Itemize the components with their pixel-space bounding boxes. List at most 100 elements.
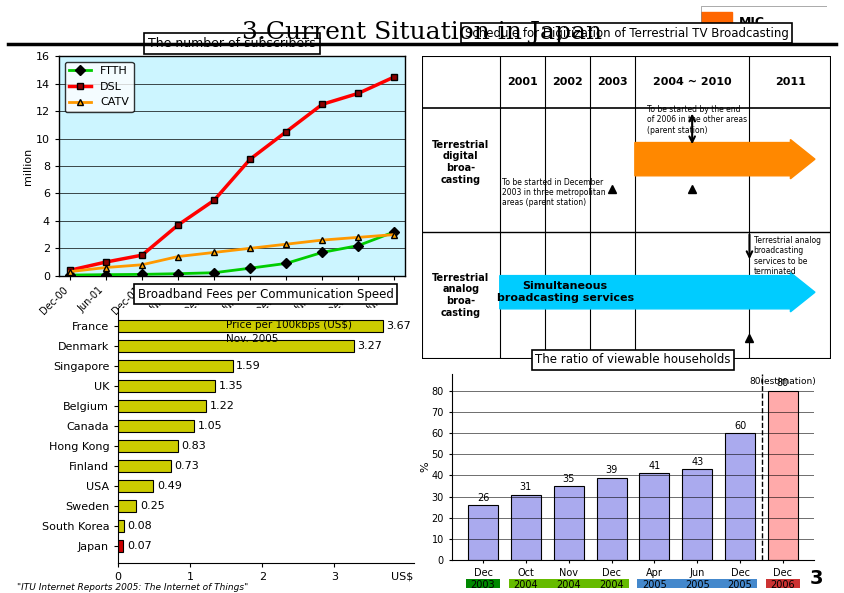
CATV [281,241,291,248]
CATV [245,245,255,252]
Bar [597,477,626,560]
FTTH [317,249,327,256]
Bar [766,579,800,588]
DSL [317,101,327,108]
FancyArrow shape [635,139,815,179]
Bar [118,520,124,532]
FTTH [353,242,363,249]
Text: Nov. 2005: Nov. 2005 [226,334,279,344]
Bar [466,579,500,588]
Text: 2003: 2003 [597,77,628,87]
FTTH [101,271,111,278]
Bar [118,320,382,332]
FTTH [137,271,147,278]
Bar [637,579,757,588]
Text: 0.49: 0.49 [157,481,182,491]
Line: CATV: CATV [67,231,398,275]
DSL [137,251,147,259]
Text: 31: 31 [520,483,532,492]
Legend: FTTH, DSL, CATV: FTTH, DSL, CATV [65,62,133,112]
Text: 3.67: 3.67 [387,321,411,331]
Bar [682,469,712,560]
Text: "ITU Internet Reports 2005: The Internet of Things": "ITU Internet Reports 2005: The Internet… [17,583,248,592]
Text: 0.07: 0.07 [127,541,152,551]
DSL [101,259,111,266]
Text: 0.83: 0.83 [181,441,206,451]
Text: 3: 3 [809,569,823,588]
Text: To be started in December
2003 in three metropolitan
areas (parent station): To be started in December 2003 in three … [502,177,605,208]
Text: US$: US$ [392,572,414,582]
FTTH [65,272,75,279]
Bar [554,486,584,560]
Text: 80: 80 [776,378,789,388]
Bar [118,460,170,472]
Text: 26: 26 [477,493,490,503]
CATV [101,264,111,271]
Text: 2001: 2001 [507,77,538,87]
Bar [768,391,798,560]
FancyArrow shape [500,273,815,312]
Bar [468,505,498,560]
Y-axis label: %: % [420,462,430,472]
Bar [725,433,755,560]
Text: Broadband Fees per Communication Speed: Broadband Fees per Communication Speed [138,288,394,301]
FTTH [209,269,219,276]
Text: Terrestrial
analog
broa-
casting: Terrestrial analog broa- casting [432,273,490,318]
Text: 1.22: 1.22 [209,401,235,411]
Text: 1.05: 1.05 [197,421,222,431]
CATV [209,249,219,256]
Text: 2011: 2011 [775,77,806,87]
Text: 0.73: 0.73 [175,461,199,471]
Bar [701,12,733,32]
Text: The ratio of viewable households: The ratio of viewable households [535,353,731,366]
FTTH [245,264,255,272]
Bar [640,473,669,560]
Text: 41: 41 [648,461,661,471]
Text: 0.08: 0.08 [127,521,152,531]
Text: 0.25: 0.25 [140,501,165,511]
Bar [118,540,123,551]
Text: Terrestrial
digital
broa-
casting: Terrestrial digital broa- casting [432,140,490,184]
Line: DSL: DSL [67,74,398,274]
CATV [137,261,147,268]
Bar [118,440,178,452]
DSL [173,221,183,228]
Bar [118,340,354,352]
Text: The number of subscribers: The number of subscribers [149,37,316,50]
Bar [118,380,215,392]
Text: MIC: MIC [738,16,765,28]
FTTH [389,228,399,235]
FTTH [173,270,183,278]
Text: 1.59: 1.59 [236,361,261,371]
DSL [209,197,219,204]
Text: 39: 39 [605,466,618,476]
Bar [118,500,136,512]
CATV [65,268,75,275]
Line: FTTH: FTTH [67,228,398,279]
Bar [118,420,194,432]
Text: Price per 100kbps (US$): Price per 100kbps (US$) [226,320,352,330]
Text: 3.Current Situation in Japan: 3.Current Situation in Japan [242,21,602,44]
Text: 2002: 2002 [552,77,582,87]
Text: 60: 60 [734,421,746,431]
DSL [389,74,399,81]
Text: 80(estimation): 80(estimation) [749,377,816,386]
Bar [118,400,206,412]
DSL [281,128,291,135]
Y-axis label: million: million [23,148,33,184]
FTTH [281,260,291,267]
Bar [118,480,154,492]
Text: Simultaneous
broadcasting services: Simultaneous broadcasting services [497,282,634,303]
Bar [118,360,233,372]
Text: 43: 43 [691,457,703,467]
DSL [65,267,75,274]
Text: 1.35: 1.35 [219,381,244,391]
Text: 3.27: 3.27 [357,341,382,351]
Text: Schedule for Digitization of Terrestrial TV Broadcasting: Schedule for Digitization of Terrestrial… [465,27,788,40]
Text: 35: 35 [563,474,575,484]
Text: 2004 ~ 2010: 2004 ~ 2010 [653,77,732,87]
CATV [317,237,327,244]
Bar [511,495,541,560]
Bar [509,579,629,588]
Text: Terrestrial analog
broadcasting
services to be
terminated: Terrestrial analog broadcasting services… [754,236,820,276]
